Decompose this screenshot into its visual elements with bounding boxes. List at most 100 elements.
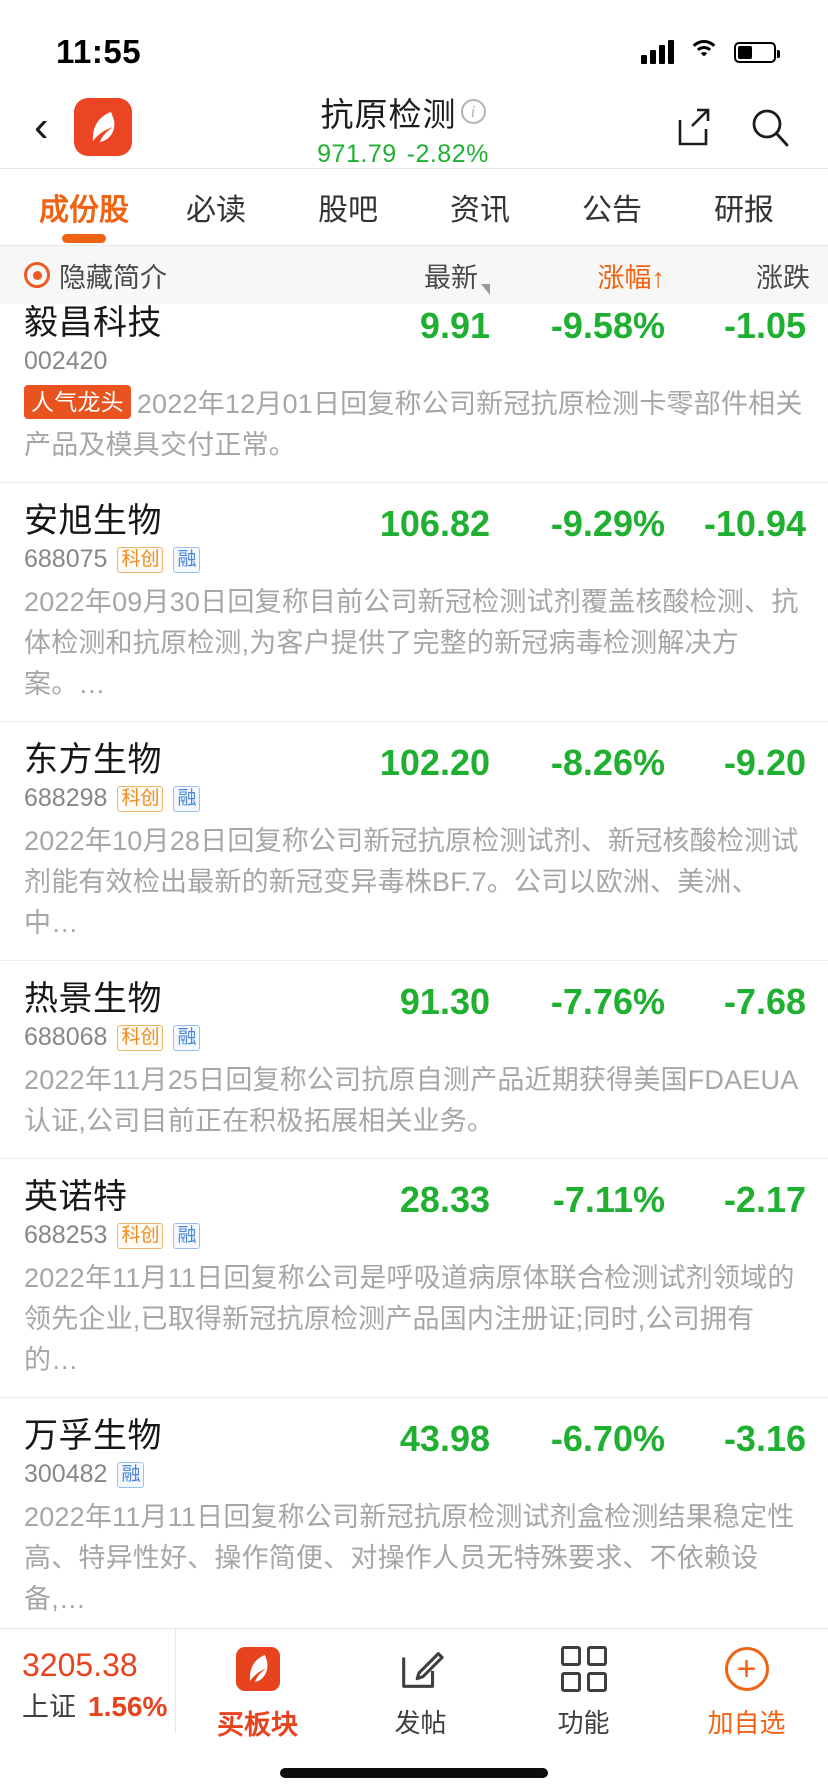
stock-price: 43.98 [399,1418,490,1459]
buy-sector-button[interactable]: 买板块 [176,1629,339,1742]
stock-pct: -7.76% [550,981,665,1022]
tab-gonggao[interactable]: 公告 [582,194,642,227]
nav-actions [674,107,790,147]
stock-price: 9.91 [419,305,490,346]
market-index-pct: 1.56% [88,1691,168,1722]
stock-name: 万孚生物 [24,1417,162,1455]
add-watchlist-button[interactable]: + 加自选 [665,1629,828,1740]
stock-desc-text: 2022年12月01日回复称公司新冠抗原检测卡零部件相关产品及模具交付正常。 [24,389,803,460]
stock-name: 毅昌科技 [24,304,162,342]
index-quote: 971.79 -2.82% [317,140,489,169]
functions-label: 功能 [557,1708,610,1738]
market-index-name: 上证 [22,1692,76,1722]
tag-rong: 融 [173,1024,201,1051]
stock-name: 热景生物 [24,980,162,1018]
compose-button[interactable]: 发帖 [339,1629,502,1740]
stock-change: -7.68 [723,981,806,1022]
stock-change: -9.20 [723,742,806,783]
stock-pct: -8.26% [550,742,665,783]
status-indicators [641,40,780,64]
stock-code: 688298 [24,784,108,812]
column-price[interactable]: 最新 [330,256,490,295]
tab-bar: 成份股 必读 股吧 资讯 公告 研报 [0,169,828,245]
stock-desc: 2022年10月28日回复称公司新冠抗原检测试剂、新冠核酸检测试剂能有效检出最新… [24,826,799,938]
table-row[interactable]: 毅昌科技 002420 9.91 -9.58% -1.05 人气龙头 2022年1… [0,285,828,483]
info-icon[interactable]: i [460,99,486,124]
divider [0,168,828,169]
stock-name: 东方生物 [24,741,162,779]
page-title: 抗原检测 [320,95,457,133]
plus-circle-icon: + [724,1643,769,1695]
stock-price: 106.82 [379,503,490,544]
buy-sector-icon [232,1643,284,1695]
stock-price: 102.20 [379,742,490,783]
toggle-intro-label: 隐藏简介 [59,262,167,293]
tab-chengfengu[interactable]: 成份股 [18,169,150,245]
tag-kechuang: 科创 [117,1222,164,1249]
status-time: 11:55 [56,33,142,70]
index-value: 971.79 [317,139,397,168]
home-indicator [280,1768,548,1778]
stock-code: 002420 [24,347,108,375]
stock-desc: 2022年09月30日回复称目前公司新冠检测试剂覆盖核酸检测、抗体检测和抗原检测… [24,587,799,699]
column-pct[interactable]: 涨幅↑ [597,262,666,293]
tab-yanbao[interactable]: 研报 [714,194,774,227]
nav-title-block: 抗原检测 i 971.79 -2.82% [132,88,674,169]
stock-pct: -7.11% [552,1179,665,1220]
table-row[interactable]: 万孚生物 300482 融 43.98 -6.70% -3.16 2022年11… [0,1398,828,1628]
stock-desc: 2022年11月25日回复称公司抗原自测产品近期获得美国FDAEUA认证,公司目… [24,1065,799,1136]
toggle-intro-button[interactable]: 隐藏简介 [0,256,330,295]
table-row[interactable]: 英诺特 688253 科创 融 28.33 -7.11% -2.17 2022年… [0,1159,828,1398]
stock-pct: -9.58% [550,305,665,346]
table-row[interactable]: 东方生物 688298 科创 融 102.20 -8.26% -9.20 202… [0,722,828,961]
column-change[interactable]: 涨跌 [756,262,810,293]
table-row[interactable]: 安旭生物 688075 科创 融 106.82 -9.29% -10.94 20… [0,483,828,722]
functions-button[interactable]: 功能 [502,1629,665,1740]
market-index-value: 3205.38 [22,1647,138,1683]
grid-icon [560,1643,607,1695]
index-change-pct: -2.82% [406,139,489,168]
tag-kechuang: 科创 [117,546,164,573]
stock-change: -10.94 [703,503,806,544]
stock-code: 688253 [24,1221,108,1249]
stock-name: 英诺特 [24,1178,128,1216]
stock-change: -3.16 [723,1418,806,1459]
divider-tabs [0,245,828,246]
stock-list[interactable]: 毅昌科技 002420 9.91 -9.58% -1.05 人气龙头 2022年1… [0,285,828,1628]
battery-icon [734,41,780,63]
stock-desc: 2022年11月11日回复称公司新冠抗原检测试剂盒检测结果稳定性高、特异性好、操… [24,1502,795,1614]
tab-zixun[interactable]: 资讯 [450,194,510,227]
sort-caret-icon [481,283,490,295]
search-icon[interactable] [750,107,790,147]
stock-code: 688068 [24,1023,108,1051]
compose-label: 发帖 [394,1708,447,1738]
column-header: 隐藏简介 最新 涨幅↑ 涨跌 [0,246,828,304]
share-icon[interactable] [674,107,712,147]
status-bar: 11:55 [0,0,828,86]
wifi-icon [688,40,720,64]
tag-rong: 融 [117,1461,145,1488]
tag-rong: 融 [173,785,201,812]
stock-desc: 人气龙头 2022年12月01日回复称公司新冠抗原检测卡零部件相关产品及模具交付正… [0,376,828,482]
bottom-bar: 3205.38 上证 1.56% 买板块 发帖 功能 + [0,1628,828,1792]
hot-badge: 人气龙头 [24,385,131,419]
stock-price: 28.33 [399,1179,490,1220]
stock-code: 688075 [24,545,108,573]
tag-kechuang: 科创 [117,1024,164,1051]
cellular-bars-icon [641,40,674,64]
compose-icon [396,1643,446,1695]
market-index-widget[interactable]: 3205.38 上证 1.56% [0,1629,176,1733]
table-row[interactable]: 热景生物 688068 科创 融 91.30 -7.76% -7.68 2022… [0,961,828,1159]
app-logo-icon[interactable] [74,98,132,156]
nav-bar: ‹ 抗原检测 i 971.79 -2.82% [0,86,828,168]
eye-icon [24,262,50,288]
chevron-left-icon[interactable]: ‹ [34,102,49,151]
tab-guba[interactable]: 股吧 [318,194,378,227]
tab-bidu[interactable]: 必读 [186,194,246,227]
stock-code: 300482 [24,1460,108,1488]
stock-pct: -9.29% [550,503,665,544]
stock-change: -1.05 [723,305,806,346]
stock-name: 安旭生物 [24,502,162,540]
column-price-label: 最新 [424,262,478,293]
